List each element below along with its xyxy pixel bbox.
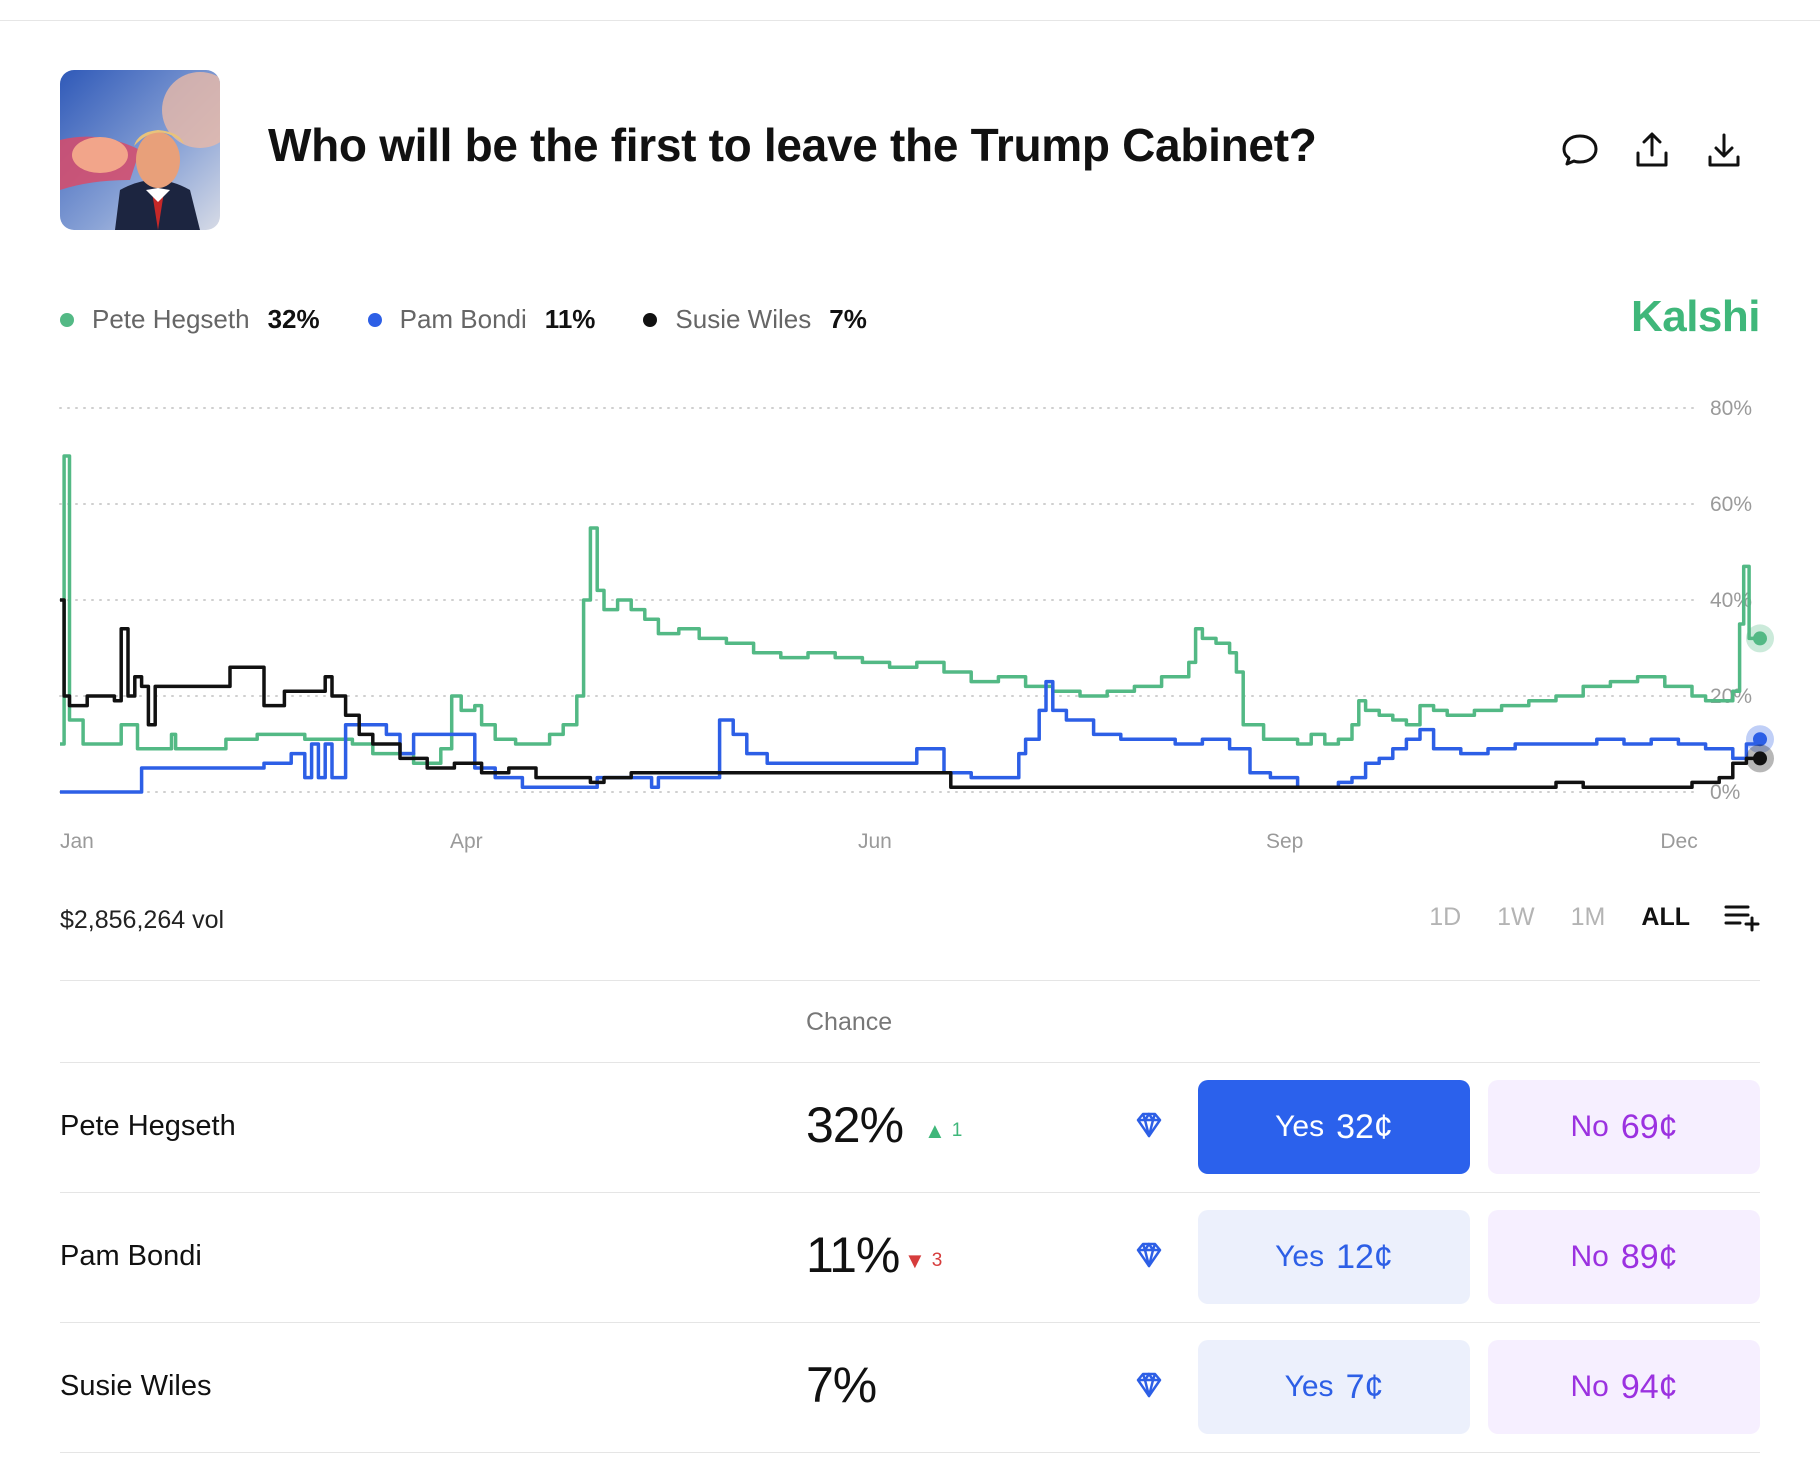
y-tick-label: 40% xyxy=(1710,589,1752,612)
legend-item-hegseth: Pete Hegseth 32% xyxy=(60,304,320,335)
legend-name: Pam Bondi xyxy=(399,304,527,334)
chance-change: ▲ 1 xyxy=(924,1118,962,1144)
x-tick-label: Jun xyxy=(858,830,892,853)
chart-legend: Pete Hegseth 32% Pam Bondi 11% Susie Wil… xyxy=(60,304,915,335)
x-tick-label: Sep xyxy=(1266,830,1303,853)
yes-label: Yes xyxy=(1275,1240,1325,1273)
down-arrow-icon: ▼ xyxy=(904,1248,926,1273)
legend-dot xyxy=(60,312,74,327)
divider xyxy=(60,980,1760,981)
legend-item-bondi: Pam Bondi 11% xyxy=(367,304,596,335)
volume-label: $2,856,264 vol xyxy=(60,906,225,934)
outcome-row-bondi[interactable]: Pam Bondi 11% ▼ 3 Yes 12¢ No 89¢ xyxy=(60,1192,1760,1322)
y-tick-label: 60% xyxy=(1710,493,1752,516)
yes-price: 12¢ xyxy=(1336,1237,1393,1276)
outcome-row-wiles[interactable]: Susie Wiles 7% Yes 7¢ No 94¢ xyxy=(60,1322,1760,1452)
series-end-marker xyxy=(1753,631,1767,646)
gem-icon[interactable] xyxy=(1134,1240,1164,1270)
yes-label: Yes xyxy=(1275,1110,1325,1143)
buy-yes-button[interactable]: Yes 7¢ xyxy=(1198,1340,1470,1434)
price-history-chart[interactable]: 0% 20% 40% 60% 80% Jan Apr Jun Sep Dec xyxy=(0,380,1820,860)
yes-price: 7¢ xyxy=(1345,1367,1384,1406)
gem-icon[interactable] xyxy=(1134,1370,1164,1400)
add-to-list-icon[interactable] xyxy=(1724,902,1760,932)
share-icon[interactable] xyxy=(1630,128,1674,172)
outcome-chance: 32% xyxy=(806,1097,904,1153)
outcome-chance: 7% xyxy=(806,1357,877,1413)
series-line xyxy=(60,454,1760,765)
outcome-name: Pete Hegseth xyxy=(60,1110,236,1142)
outcome-name: Pam Bondi xyxy=(60,1240,202,1272)
no-price: 94¢ xyxy=(1620,1367,1678,1406)
chance-change: ▼ 3 xyxy=(904,1248,942,1274)
no-label: No xyxy=(1570,1110,1609,1143)
divider xyxy=(60,1192,1760,1193)
range-1m-button[interactable]: 1M xyxy=(1570,902,1606,931)
series-end-marker xyxy=(1753,732,1767,747)
chance-change-value: 3 xyxy=(931,1250,943,1271)
no-label: No xyxy=(1570,1240,1609,1273)
buy-yes-button[interactable]: Yes 32¢ xyxy=(1198,1080,1470,1174)
outcome-chance: 11% xyxy=(806,1227,900,1283)
chance-change-value: 1 xyxy=(951,1120,963,1141)
chance-column-header: Chance xyxy=(806,1008,893,1036)
range-all-button[interactable]: ALL xyxy=(1641,902,1690,931)
legend-value: 32% xyxy=(267,304,320,334)
up-arrow-icon: ▲ xyxy=(924,1118,946,1143)
x-tick-label: Apr xyxy=(450,830,483,853)
series-end-marker xyxy=(1753,751,1767,766)
legend-name: Susie Wiles xyxy=(675,304,812,334)
y-tick-label: 20% xyxy=(1710,685,1752,708)
legend-name: Pete Hegseth xyxy=(92,304,250,334)
time-range-selector: 1D 1W 1M ALL xyxy=(1393,902,1760,932)
market-image xyxy=(60,70,220,230)
no-price: 69¢ xyxy=(1620,1107,1678,1146)
comment-icon[interactable] xyxy=(1558,128,1602,172)
buy-no-button[interactable]: No 89¢ xyxy=(1488,1210,1760,1304)
series-line xyxy=(60,598,1760,789)
legend-dot xyxy=(367,312,382,327)
divider xyxy=(60,1062,1760,1063)
x-tick-label: Jan xyxy=(60,830,94,853)
legend-value: 7% xyxy=(829,304,867,334)
market-title: Who will be the first to leave the Trump… xyxy=(268,119,1317,171)
series-line xyxy=(60,679,1760,794)
range-1w-button[interactable]: 1W xyxy=(1497,902,1535,931)
outcome-row-hegseth[interactable]: Pete Hegseth 32% ▲ 1 Yes 32¢ No 69¢ xyxy=(60,1062,1760,1192)
kalshi-logo: Kalshi xyxy=(1630,292,1761,341)
range-1d-button[interactable]: 1D xyxy=(1429,902,1462,931)
legend-item-wiles: Susie Wiles 7% xyxy=(643,304,867,335)
legend-dot xyxy=(643,312,658,327)
divider xyxy=(60,1452,1760,1453)
buy-no-button[interactable]: No 69¢ xyxy=(1488,1080,1760,1174)
no-label: No xyxy=(1570,1370,1609,1403)
yes-price: 32¢ xyxy=(1336,1107,1393,1146)
buy-yes-button[interactable]: Yes 12¢ xyxy=(1198,1210,1470,1304)
y-tick-label: 80% xyxy=(1710,397,1752,420)
divider xyxy=(60,1322,1760,1323)
no-price: 89¢ xyxy=(1620,1237,1678,1276)
download-icon[interactable] xyxy=(1702,128,1746,172)
outcome-name: Susie Wiles xyxy=(60,1370,212,1402)
gem-icon[interactable] xyxy=(1134,1110,1164,1140)
legend-value: 11% xyxy=(544,304,596,334)
y-tick-label: 0% xyxy=(1710,781,1740,804)
yes-label: Yes xyxy=(1284,1370,1334,1403)
buy-no-button[interactable]: No 94¢ xyxy=(1488,1340,1760,1434)
x-tick-label: Dec xyxy=(1660,830,1697,853)
top-divider xyxy=(0,20,1820,21)
